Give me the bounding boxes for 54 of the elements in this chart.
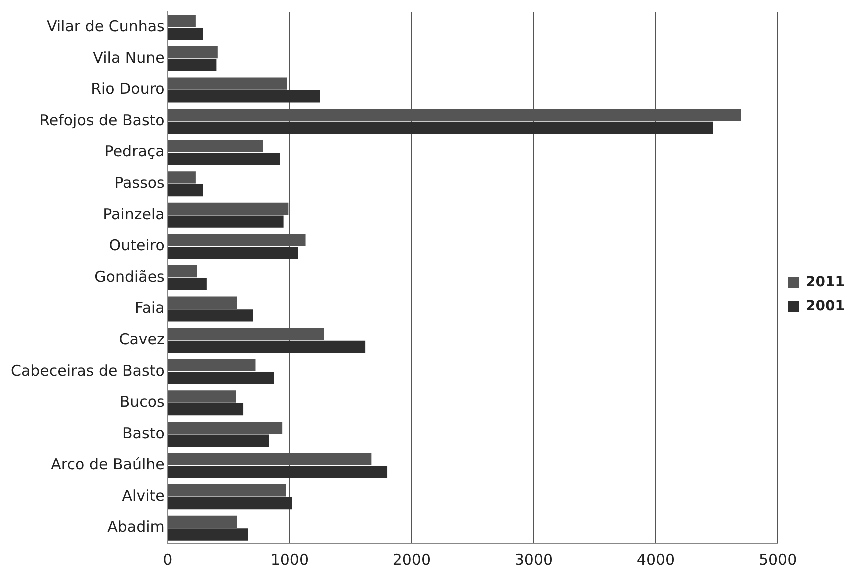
bar bbox=[168, 265, 198, 278]
y-tick-label: Arco de Baúlhe bbox=[51, 456, 165, 474]
bar bbox=[168, 122, 714, 134]
x-tick-label: 2000 bbox=[392, 550, 432, 569]
bar bbox=[168, 90, 320, 103]
bar bbox=[168, 484, 286, 497]
bar bbox=[168, 359, 256, 372]
bar bbox=[168, 59, 217, 72]
x-tick-label: 0 bbox=[163, 550, 173, 569]
bar bbox=[168, 422, 283, 434]
bar bbox=[168, 310, 254, 322]
bar bbox=[168, 15, 196, 28]
y-tick-label: Vilar de Cunhas bbox=[46, 18, 166, 36]
y-tick-label: Basto bbox=[122, 424, 165, 442]
y-tick-label: Gondiães bbox=[94, 268, 166, 286]
x-tick-label: 4000 bbox=[636, 550, 676, 569]
y-tick-label: Cabeceiras de Basto bbox=[11, 362, 165, 380]
y-tick-label: Passos bbox=[114, 174, 166, 192]
bar bbox=[168, 216, 284, 228]
bar bbox=[168, 247, 298, 260]
bar bbox=[168, 46, 218, 59]
legend-label: 2011 bbox=[806, 274, 846, 291]
bar bbox=[168, 172, 196, 184]
bar bbox=[168, 140, 264, 153]
legend-label: 2001 bbox=[806, 298, 846, 315]
y-tick-label: Pedraça bbox=[104, 142, 165, 161]
y-tick-label: Painzela bbox=[103, 205, 165, 224]
y-tick-label: Alvite bbox=[122, 486, 165, 505]
x-tick-label: 3000 bbox=[514, 550, 554, 569]
bar bbox=[168, 340, 366, 354]
bar bbox=[168, 278, 207, 291]
y-tick-label: Vila Nune bbox=[93, 48, 165, 67]
bar bbox=[168, 434, 270, 447]
x-tick-label: 1000 bbox=[270, 550, 309, 569]
bar bbox=[168, 153, 280, 166]
bar bbox=[168, 403, 244, 416]
y-tick-label: Faia bbox=[135, 299, 165, 318]
bar bbox=[168, 390, 236, 403]
bar bbox=[168, 497, 292, 510]
bar bbox=[168, 372, 274, 384]
bar bbox=[168, 78, 288, 90]
y-tick-label: Abadim bbox=[108, 518, 165, 536]
y-tick-label: Refojos de Basto bbox=[40, 111, 165, 130]
y-tick-label: Rio Douro bbox=[91, 80, 165, 98]
bar bbox=[168, 296, 238, 309]
y-tick-label: Cavez bbox=[119, 330, 165, 348]
y-tick-label: Bucos bbox=[120, 393, 166, 412]
x-tick-label: 5000 bbox=[758, 550, 798, 569]
bar bbox=[168, 28, 204, 40]
y-tick-label: Outeiro bbox=[109, 236, 165, 255]
bar bbox=[168, 528, 248, 541]
bar bbox=[168, 516, 238, 528]
bar bbox=[168, 466, 388, 478]
bar bbox=[168, 184, 204, 197]
